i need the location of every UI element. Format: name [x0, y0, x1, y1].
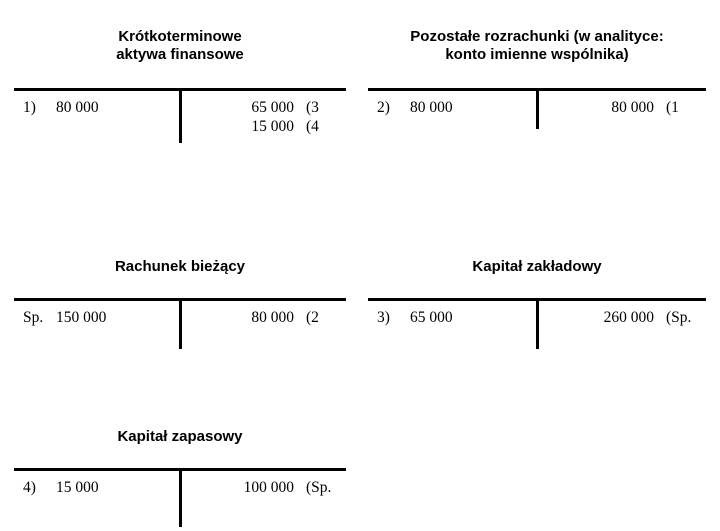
credit-side: 100 000 (Sp.: [178, 471, 347, 527]
entry-ref: (1: [666, 99, 679, 116]
account-title: Pozostałe rozrachunki (w analityce: kont…: [368, 28, 706, 64]
account-title-line: Krótkoterminowe: [118, 28, 242, 45]
account-title: Kapitał zapasowy: [14, 428, 346, 446]
ledger-entry: 4) 15 000: [14, 478, 179, 497]
entry-amount: 150 000: [56, 309, 107, 326]
ledger-entry: 260 000 (Sp.: [539, 308, 707, 327]
t-account-reserve-capital: Kapitał zapasowy 4) 15 000 100 000 (Sp.: [14, 428, 346, 527]
ledger-entry: 80 000 (1: [539, 98, 707, 117]
ledger-entry: 65 000 (3: [182, 98, 347, 117]
entry-ref: Sp.: [23, 309, 44, 326]
debit-side: 3) 65 000: [368, 301, 536, 349]
entry-amount: 260 000: [603, 309, 654, 326]
debit-side: 4) 15 000: [14, 471, 179, 527]
account-title: Rachunek bieżący: [14, 258, 346, 276]
entry-amount: 80 000: [410, 99, 453, 116]
ledger-entry: Sp. 150 000: [14, 308, 179, 327]
entry-ref: (2: [306, 309, 319, 326]
ledger-entry: 2) 80 000: [368, 98, 536, 117]
debit-side: 2) 80 000: [368, 91, 536, 129]
entry-ref: (4: [306, 118, 319, 135]
debit-side: Sp. 150 000: [14, 301, 179, 349]
t-account-body: Sp. 150 000 80 000 (2: [14, 298, 346, 349]
t-account-other-settlements: Pozostałe rozrachunki (w analityce: kont…: [368, 28, 706, 129]
entry-amount: 80 000: [611, 99, 654, 116]
entry-amount: 15 000: [56, 479, 99, 496]
account-title: Krótkoterminowe aktywa finansowe: [14, 28, 346, 64]
debit-side: 1) 80 000: [14, 91, 179, 143]
entry-amount: 15 000: [251, 118, 294, 135]
entry-amount: 80 000: [251, 309, 294, 326]
entry-ref: 4): [23, 479, 36, 496]
account-title-line: Kapitał zapasowy: [117, 428, 243, 445]
t-account-short-term-financial-assets: Krótkoterminowe aktywa finansowe 1) 80 0…: [14, 28, 346, 143]
t-account-body: 4) 15 000 100 000 (Sp.: [14, 468, 346, 527]
entry-amount: 65 000: [251, 99, 294, 116]
ledger-entry: 1) 80 000: [14, 98, 179, 117]
ledger-entry: 15 000 (4: [182, 117, 347, 136]
account-title-line: konto imienne wspólnika): [445, 46, 629, 63]
credit-side: 80 000 (1: [535, 91, 707, 129]
credit-side: 65 000 (3 15 000 (4: [178, 91, 347, 143]
t-account-body: 2) 80 000 80 000 (1: [368, 88, 706, 129]
entry-ref: 3): [377, 309, 390, 326]
entry-ref: (3: [306, 99, 319, 116]
entry-ref: 1): [23, 99, 36, 116]
entry-amount: 100 000: [243, 479, 294, 496]
ledger-entry: 100 000 (Sp.: [182, 478, 347, 497]
entry-amount: 65 000: [410, 309, 453, 326]
account-title-line: Kapitał zakładowy: [472, 258, 602, 275]
account-title: Kapitał zakładowy: [368, 258, 706, 276]
account-title-line: aktywa finansowe: [116, 46, 244, 63]
account-title-line: Pozostałe rozrachunki (w analityce:: [410, 28, 664, 45]
entry-amount: 80 000: [56, 99, 99, 116]
account-title-line: Rachunek bieżący: [114, 258, 246, 275]
credit-side: 80 000 (2: [178, 301, 347, 349]
t-account-body: 3) 65 000 260 000 (Sp.: [368, 298, 706, 349]
ledger-entry: 80 000 (2: [182, 308, 347, 327]
t-account-current-account: Rachunek bieżący Sp. 150 000 80 000 (2: [14, 258, 346, 349]
entry-ref: (Sp.: [666, 309, 692, 326]
t-account-share-capital: Kapitał zakładowy 3) 65 000 260 000 (Sp.: [368, 258, 706, 349]
entry-ref: (Sp.: [306, 479, 332, 496]
credit-side: 260 000 (Sp.: [535, 301, 707, 349]
entry-ref: 2): [377, 99, 390, 116]
ledger-entry: 3) 65 000: [368, 308, 536, 327]
t-account-body: 1) 80 000 65 000 (3 15 000 (4: [14, 88, 346, 143]
